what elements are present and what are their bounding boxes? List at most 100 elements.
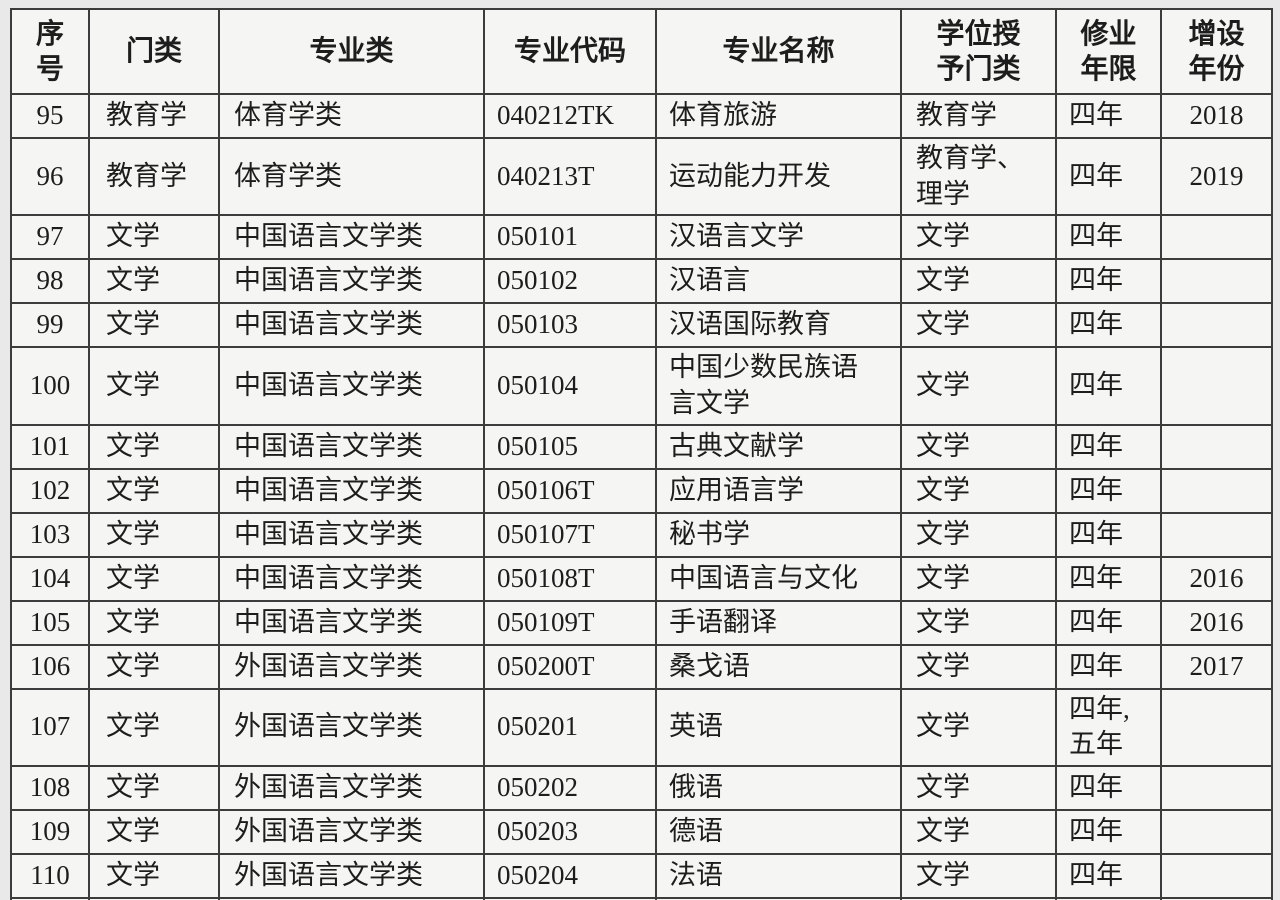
table-cell: 文学 <box>88 423 220 470</box>
table-cell: 四年 <box>1055 511 1162 558</box>
header-cell-6: 修业 年限 <box>1055 8 1162 95</box>
table-cell: 秘书学 <box>655 511 902 558</box>
table-cell: 德语 <box>655 808 902 855</box>
table-cell: 汉语言文学 <box>655 214 902 261</box>
table-cell: 教育学 <box>88 93 220 139</box>
table-cell: 107 <box>10 687 90 767</box>
table-cell: 文学 <box>900 258 1057 305</box>
table-cell: 95 <box>10 93 90 139</box>
table-cell: 108 <box>10 764 90 811</box>
table-cell: 外国语言文学类 <box>218 808 485 855</box>
table-cell: 040213T <box>483 136 657 217</box>
table-cell: 2016 <box>1160 599 1273 646</box>
table-body: 95 教育学 体育学类 040212TK 体育旅游 教育学 四年 2018 96 教育学 体育学类 0… <box>10 93 1273 900</box>
table-cell: 104 <box>10 555 90 602</box>
partial-cell <box>1055 896 1162 900</box>
table-cell: 050204 <box>483 852 657 899</box>
table-cell: 101 <box>10 423 90 470</box>
table-cell: 文学 <box>900 687 1057 767</box>
table-cell: 体育学类 <box>218 93 485 139</box>
table-cell: 四年 <box>1055 643 1162 690</box>
table-row: 101 文学 中国语言文学类 050105 古典文献学 文学 四年 <box>10 423 1273 470</box>
table-cell: 文学 <box>900 599 1057 646</box>
table-cell: 文学 <box>900 764 1057 811</box>
table-cell: 外国语言文学类 <box>218 852 485 899</box>
table-cell: 四年 <box>1055 346 1162 426</box>
table-cell: 文学 <box>900 346 1057 426</box>
table-cell: 四年 <box>1055 599 1162 646</box>
partial-cell <box>10 896 90 900</box>
partial-cell <box>900 896 1057 900</box>
table-cell <box>1160 852 1273 899</box>
partial-cell <box>483 896 657 900</box>
table-cell: 中国语言文学类 <box>218 467 485 514</box>
table-row: 96 教育学 体育学类 040213T 运动能力开发 教育学、 理学 四年 2019 <box>10 136 1273 217</box>
table-cell: 中国语言文学类 <box>218 599 485 646</box>
table-cell: 050105 <box>483 423 657 470</box>
table-row: 106 文学 外国语言文学类 050200T 桑戈语 文学 四年 2017 <box>10 643 1273 690</box>
table-cell: 文学 <box>900 214 1057 261</box>
table-cell: 050107T <box>483 511 657 558</box>
table-cell: 四年 <box>1055 852 1162 899</box>
table-cell: 教育学、 理学 <box>900 136 1057 217</box>
partial-cell <box>655 896 902 900</box>
header-row: 序 号门类 专业类 专业代码 专业名称 学位授 予门类 修业 年限 增设 年份 <box>10 8 1273 95</box>
table-cell: 四年 <box>1055 467 1162 514</box>
table-row: 104 文学 中国语言文学类 050108T 中国语言与文化 文学 四年 2016 <box>10 555 1273 602</box>
table-cell: 手语翻译 <box>655 599 902 646</box>
table-cell: 教育学 <box>88 136 220 217</box>
table-cell: 040212TK <box>483 93 657 139</box>
table-cell <box>1160 214 1273 261</box>
table-cell <box>1160 258 1273 305</box>
table-cell: 文学 <box>88 258 220 305</box>
table-cell: 四年 <box>1055 808 1162 855</box>
header-cell-7: 增设 年份 <box>1160 8 1273 95</box>
table-cell <box>1160 467 1273 514</box>
table-cell: 050104 <box>483 346 657 426</box>
table-cell <box>1160 302 1273 349</box>
table-cell: 文学 <box>900 302 1057 349</box>
header-cell-2: 专业类 <box>218 8 485 95</box>
partial-cell <box>218 896 485 900</box>
table-row: 108 文学 外国语言文学类 050202 俄语 文学 四年 <box>10 764 1273 811</box>
table-cell: 文学 <box>88 687 220 767</box>
header-cell-4: 专业名称 <box>655 8 902 95</box>
table-cell: 法语 <box>655 852 902 899</box>
table-cell: 中国语言文学类 <box>218 423 485 470</box>
table-cell: 四年, 五年 <box>1055 687 1162 767</box>
table-cell: 文学 <box>88 467 220 514</box>
table-row: 100 文学 中国语言文学类 050104 中国少数民族语 言文学 文学 四年 <box>10 346 1273 426</box>
table-cell: 外国语言文学类 <box>218 687 485 767</box>
header-cell-0: 序 号 <box>10 8 90 95</box>
table-cell: 050103 <box>483 302 657 349</box>
majors-table: 序 号门类 专业类 专业代码 专业名称 学位授 予门类 修业 年限 增设 年份 95 教育学体… <box>10 8 1273 900</box>
table-row: 102 文学 中国语言文学类 050106T 应用语言学 文学 四年 <box>10 467 1273 514</box>
table-cell: 英语 <box>655 687 902 767</box>
table-cell: 106 <box>10 643 90 690</box>
table-cell: 中国语言文学类 <box>218 511 485 558</box>
table-cell: 文学 <box>900 423 1057 470</box>
table-cell: 文学 <box>88 555 220 602</box>
table-cell: 四年 <box>1055 93 1162 139</box>
partial-cell <box>1160 896 1273 900</box>
table-cell: 俄语 <box>655 764 902 811</box>
table-cell: 体育学类 <box>218 136 485 217</box>
table-cell: 文学 <box>88 643 220 690</box>
table-row: 95 教育学 体育学类 040212TK 体育旅游 教育学 四年 2018 <box>10 93 1273 139</box>
table-cell: 文学 <box>88 852 220 899</box>
table-cell: 中国语言文学类 <box>218 214 485 261</box>
table-cell: 100 <box>10 346 90 426</box>
table-cell <box>1160 764 1273 811</box>
table-cell: 97 <box>10 214 90 261</box>
table-cell: 文学 <box>900 852 1057 899</box>
table-cell: 桑戈语 <box>655 643 902 690</box>
table-cell: 文学 <box>88 599 220 646</box>
table-cell: 050102 <box>483 258 657 305</box>
table-cell: 运动能力开发 <box>655 136 902 217</box>
table-cell: 109 <box>10 808 90 855</box>
table-cell: 文学 <box>900 555 1057 602</box>
table-cell: 教育学 <box>900 93 1057 139</box>
table-row: 103 文学 中国语言文学类 050107T 秘书学 文学 四年 <box>10 511 1273 558</box>
table-cell: 中国少数民族语 言文学 <box>655 346 902 426</box>
